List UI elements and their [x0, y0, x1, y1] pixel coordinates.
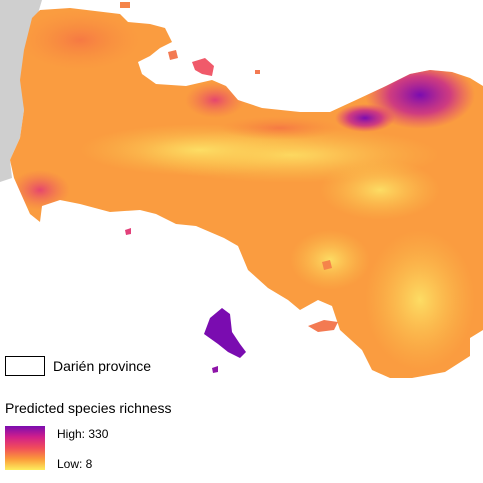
northern-islets	[120, 2, 260, 76]
southern-islet	[212, 366, 218, 373]
southern-coastal-islets	[125, 228, 338, 332]
ramp-high-label: High: 330	[57, 427, 109, 441]
legend-title: Predicted species richness	[5, 400, 172, 416]
ramp-low-label: Low: 8	[57, 457, 93, 471]
neighbouring-land-area	[0, 0, 42, 182]
southern-island	[204, 308, 246, 358]
province-boundary-label: Darién province	[53, 358, 152, 374]
richness-color-ramp	[5, 426, 45, 470]
province-boundary-swatch	[5, 356, 45, 376]
